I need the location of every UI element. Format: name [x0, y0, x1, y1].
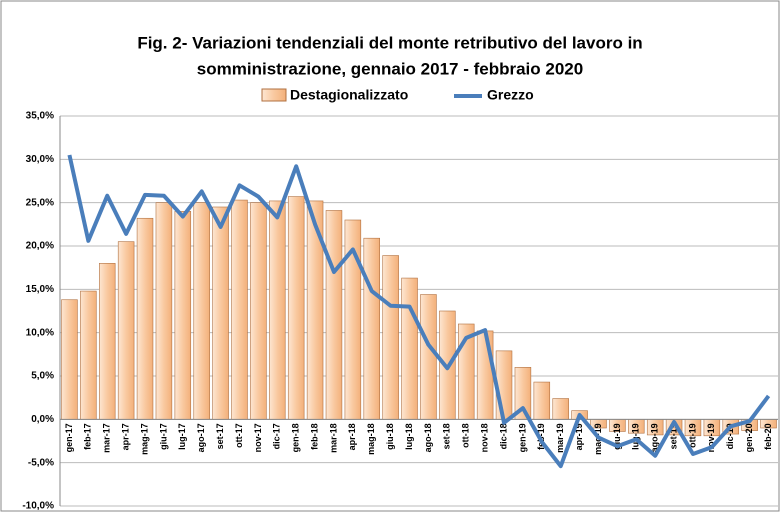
y-tick-label: 25,0% [26, 197, 54, 208]
bar [363, 237, 380, 420]
x-tick-label: feb-18 [309, 423, 319, 450]
y-tick-label: 5,0% [31, 371, 54, 382]
x-tick-label: dic-19 [725, 423, 735, 449]
x-tick-label: nov-18 [480, 423, 490, 452]
line [67, 154, 771, 469]
legend-swatch [261, 88, 287, 102]
x-tick-label: mar-18 [328, 423, 338, 453]
y-tick-label: 30,0% [26, 154, 54, 165]
bar [117, 241, 135, 420]
x-tick-label: apr-17 [121, 423, 131, 450]
bar [80, 290, 97, 420]
x-tick-label: mar-17 [102, 423, 112, 453]
x-tick-label: gen-20 [744, 423, 754, 452]
x-tick-label: set-17 [215, 423, 225, 449]
x-tick-label: ago-17 [196, 423, 206, 452]
bar [155, 202, 173, 420]
bar [420, 294, 437, 420]
y-tick-label: 15,0% [26, 284, 54, 295]
x-tick-label: giu-19 [612, 423, 622, 450]
x-tick-label: mag-18 [366, 423, 376, 455]
x-tick-label: ott-18 [461, 423, 471, 448]
bar [99, 263, 116, 420]
bar [269, 200, 286, 420]
x-tick-label: apr-18 [347, 423, 357, 450]
x-tick-label: ott-19 [687, 423, 697, 448]
x-tick-label: ago-18 [423, 423, 433, 452]
x-tick-label: dic-18 [498, 423, 508, 449]
x-tick-label: gen-17 [64, 423, 74, 452]
x-tick-label: nov-19 [706, 423, 716, 452]
y-tick-label: 0,0% [31, 414, 54, 425]
x-tick-label: dic-17 [272, 423, 282, 449]
bar [552, 398, 569, 420]
x-tick-label: giu-17 [158, 423, 168, 450]
bar [495, 350, 513, 420]
chart-title: Fig. 2- Variazioni tendenziali del monte… [137, 33, 642, 52]
bar [61, 299, 78, 420]
legend-label: Grezzo [487, 87, 534, 103]
bar [382, 255, 399, 420]
bar [325, 210, 343, 420]
x-tick-label: feb-20 [763, 423, 773, 450]
y-tick-label: 20,0% [26, 241, 54, 252]
bar [193, 202, 210, 420]
chart-title: somministrazione, gennaio 2017 - febbrai… [197, 59, 583, 78]
legend-label: Destagionalizzato [290, 87, 408, 103]
bar [250, 202, 267, 420]
bar [476, 330, 494, 420]
y-tick-label: -10,0% [22, 501, 54, 512]
x-tick-label: mag-17 [139, 423, 149, 455]
y-tick-label: -5,0% [28, 457, 54, 468]
bar [287, 196, 305, 420]
x-tick-label: apr-19 [574, 423, 584, 450]
bar [136, 217, 154, 420]
x-tick-label: ott-17 [234, 423, 244, 448]
y-tick-label: 10,0% [26, 327, 54, 338]
x-tick-label: set-18 [442, 423, 452, 449]
x-tick-label: feb-17 [83, 423, 93, 450]
x-tick-label: gen-19 [517, 423, 527, 452]
x-tick-label: lug-18 [404, 423, 414, 450]
bar [212, 206, 229, 420]
x-tick-label: lug-17 [177, 423, 187, 450]
x-tick-label: feb-19 [536, 423, 546, 450]
bar [401, 277, 418, 420]
x-tick-label: ago-19 [650, 423, 660, 452]
x-tick-label: mar-19 [555, 423, 565, 453]
x-tick-label: giu-18 [385, 423, 395, 450]
x-tick-label: nov-17 [253, 423, 263, 452]
x-tick-label: set-19 [668, 423, 678, 449]
x-tick-label: gen-18 [291, 423, 301, 452]
y-tick-label: 35,0% [26, 111, 54, 122]
bar [231, 199, 248, 420]
bar [174, 211, 192, 420]
bar [533, 381, 551, 420]
x-tick-label: lug-19 [631, 423, 641, 450]
